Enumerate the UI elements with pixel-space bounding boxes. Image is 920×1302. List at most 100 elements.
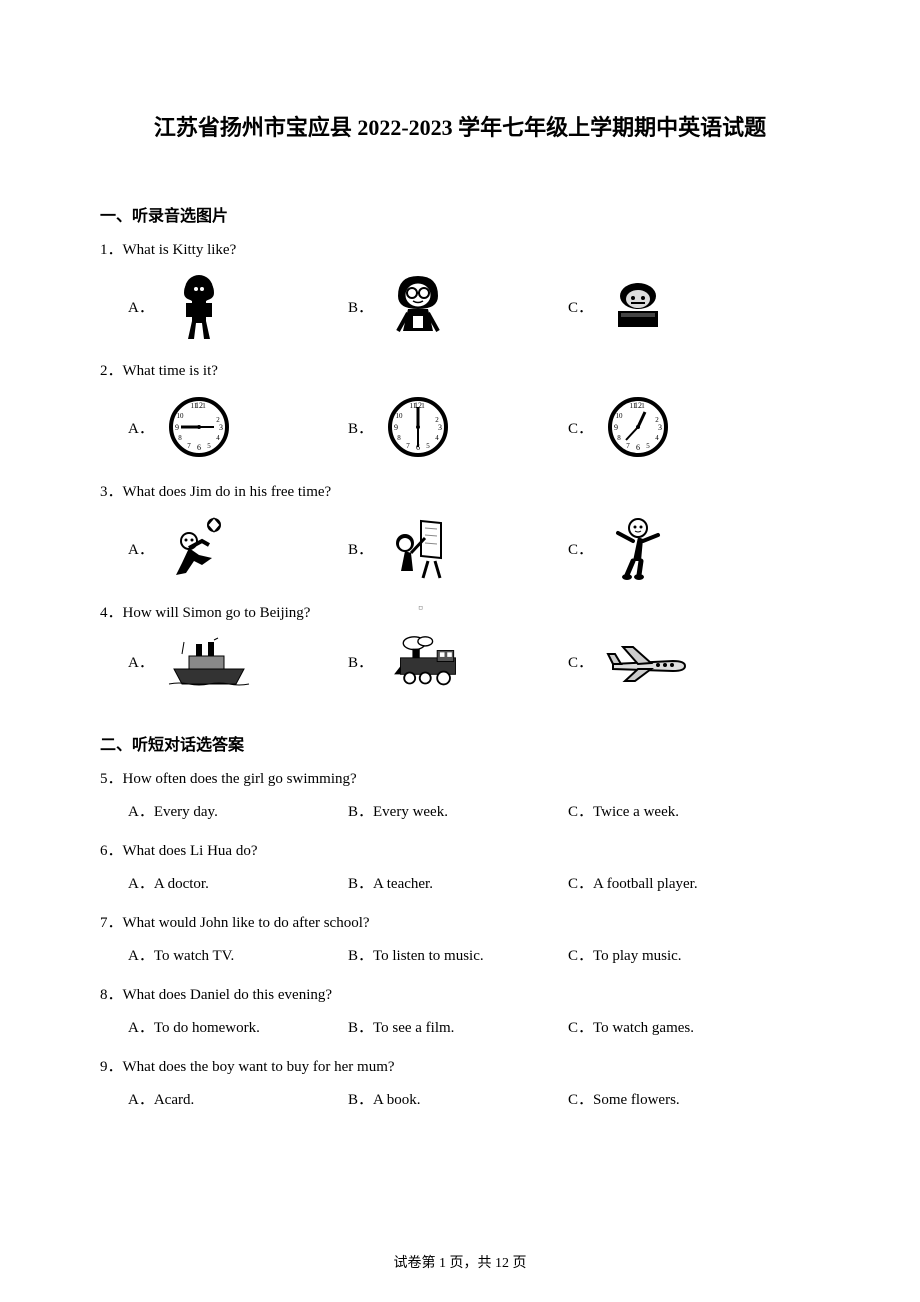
svg-text:7: 7 xyxy=(406,442,410,450)
question-2: 2．What time is it? xyxy=(100,359,820,380)
svg-text:4: 4 xyxy=(655,434,659,442)
section2-heading: 二、听短对话选答案 xyxy=(100,731,820,755)
q3-opt-c: C． xyxy=(568,513,788,583)
svg-text:9: 9 xyxy=(394,423,398,432)
opt-c-label: C． xyxy=(568,651,593,672)
q5-opt-a: A．Every day. xyxy=(128,800,348,821)
q7-opt-c: C．To play music. xyxy=(568,944,788,965)
q5-options: A．Every day. B．Every week. C．Twice a wee… xyxy=(100,800,820,821)
person-reading-icon xyxy=(603,271,673,341)
opt-a-label: A． xyxy=(128,651,154,672)
q6-options: A．A doctor. B．A teacher. C．A football pl… xyxy=(100,872,820,893)
svg-text:11: 11 xyxy=(410,402,417,410)
q9-opt-b: B．A book. xyxy=(348,1088,568,1109)
svg-text:8: 8 xyxy=(617,434,621,442)
q6-opt-a: A．A doctor. xyxy=(128,872,348,893)
q6-num: 6． xyxy=(100,843,123,859)
q7-opt-a: A．To watch TV. xyxy=(128,944,348,965)
opt-a-label: A． xyxy=(128,417,154,438)
q8-num: 8． xyxy=(100,987,123,1003)
q7-num: 7． xyxy=(100,915,123,931)
svg-text:5: 5 xyxy=(426,442,430,450)
svg-text:5: 5 xyxy=(207,442,211,450)
q8-options: A．To do homework. B．To see a film. C．To … xyxy=(100,1016,820,1037)
question-6: 6．What does Li Hua do? xyxy=(100,839,820,860)
q3-options: A． B． xyxy=(100,513,820,583)
girl-standing-icon xyxy=(164,271,234,341)
question-5: 5．How often does the girl go swimming? xyxy=(100,767,820,788)
page-footer: 试卷第 1 页，共 12 页 xyxy=(0,1252,920,1272)
exam-title: 江苏省扬州市宝应县 2022-2023 学年七年级上学期期中英语试题 xyxy=(100,110,820,142)
section1-heading: 一、听录音选图片 xyxy=(100,202,820,226)
svg-text:8: 8 xyxy=(397,434,401,442)
opt-a-label: A． xyxy=(128,538,154,559)
svg-text:6: 6 xyxy=(197,443,201,452)
q9-num: 9． xyxy=(100,1059,123,1075)
question-3: 3．What does Jim do in his free time? xyxy=(100,480,820,501)
q9-opt-a: A．Acard. xyxy=(128,1088,348,1109)
q9-options: A．Acard. B．A book. C．Some flowers. xyxy=(100,1088,820,1109)
opt-b-label: B． xyxy=(348,538,373,559)
svg-text:10: 10 xyxy=(616,412,624,420)
svg-text:11: 11 xyxy=(630,402,637,410)
boy-soccer-icon xyxy=(164,513,234,583)
q1-opt-a: A． xyxy=(128,271,348,341)
q2-options: A． 12 11 1 2 3 4 5 6 7 8 9 10 B． xyxy=(100,392,820,462)
q7-text: What would John like to do after school? xyxy=(123,915,370,931)
opt-b-label: B． xyxy=(348,296,373,317)
q1-options: A． B． xyxy=(100,271,820,341)
q3-num: 3． xyxy=(100,484,123,500)
svg-text:7: 7 xyxy=(626,442,630,450)
clock-915-icon: 12 11 1 2 3 4 5 6 7 8 9 10 xyxy=(164,392,234,462)
q1-opt-c: C． xyxy=(568,271,788,341)
q1-text: What is Kitty like? xyxy=(123,242,237,258)
opt-b-label: B． xyxy=(348,417,373,438)
plane-icon xyxy=(603,634,693,689)
svg-text:7: 7 xyxy=(187,442,191,450)
question-8: 8．What does Daniel do this evening? xyxy=(100,983,820,1004)
q1-num: 1． xyxy=(100,242,123,258)
q5-opt-c: C．Twice a week. xyxy=(568,800,788,821)
q1-opt-b: B． xyxy=(348,271,568,341)
q3-opt-b: B． xyxy=(348,513,568,583)
q4-text: How will Simon go to Beijing? xyxy=(123,605,311,621)
svg-text:3: 3 xyxy=(438,423,442,432)
svg-text:4: 4 xyxy=(216,434,220,442)
opt-c-label: C． xyxy=(568,417,593,438)
opt-c-label: C． xyxy=(568,296,593,317)
svg-text:6: 6 xyxy=(636,443,640,452)
q6-opt-b: B．A teacher. xyxy=(348,872,568,893)
child-dancing-icon xyxy=(603,513,673,583)
q2-opt-b: B． 12 11 1 2 3 4 5 6 7 8 9 10 xyxy=(348,392,568,462)
opt-c-label: C． xyxy=(568,538,593,559)
q9-opt-c: C．Some flowers. xyxy=(568,1088,788,1109)
clock-1200-icon: 12 11 1 2 3 4 5 6 7 8 9 10 xyxy=(383,392,453,462)
q4-opt-b: B． xyxy=(348,634,568,689)
svg-text:3: 3 xyxy=(219,423,223,432)
svg-text:4: 4 xyxy=(435,434,439,442)
q3-opt-a: A． xyxy=(128,513,348,583)
cursor-marker: ▫ xyxy=(418,601,423,617)
svg-text:9: 9 xyxy=(175,423,179,432)
svg-text:8: 8 xyxy=(178,434,182,442)
svg-text:1: 1 xyxy=(202,402,206,410)
question-9: 9．What does the boy want to buy for her … xyxy=(100,1055,820,1076)
q5-opt-b: B．Every week. xyxy=(348,800,568,821)
q8-opt-a: A．To do homework. xyxy=(128,1016,348,1037)
q8-opt-b: B．To see a film. xyxy=(348,1016,568,1037)
ship-icon xyxy=(164,634,254,689)
q8-opt-c: C．To watch games. xyxy=(568,1016,788,1037)
svg-text:5: 5 xyxy=(646,442,650,450)
opt-a-label: A． xyxy=(128,296,154,317)
svg-text:3: 3 xyxy=(658,423,662,432)
q2-opt-a: A． 12 11 1 2 3 4 5 6 7 8 9 10 xyxy=(128,392,348,462)
q8-text: What does Daniel do this evening? xyxy=(123,987,333,1003)
question-7: 7．What would John like to do after schoo… xyxy=(100,911,820,932)
opt-b-label: B． xyxy=(348,651,373,672)
q2-num: 2． xyxy=(100,363,123,379)
question-4: 4．How will Simon go to Beijing? ▫ xyxy=(100,601,820,622)
q6-opt-c: C．A football player. xyxy=(568,872,788,893)
q2-opt-c: C． 12 11 1 2 3 4 5 6 7 8 9 10 xyxy=(568,392,788,462)
q2-text: What time is it? xyxy=(123,363,218,379)
svg-text:9: 9 xyxy=(614,423,618,432)
